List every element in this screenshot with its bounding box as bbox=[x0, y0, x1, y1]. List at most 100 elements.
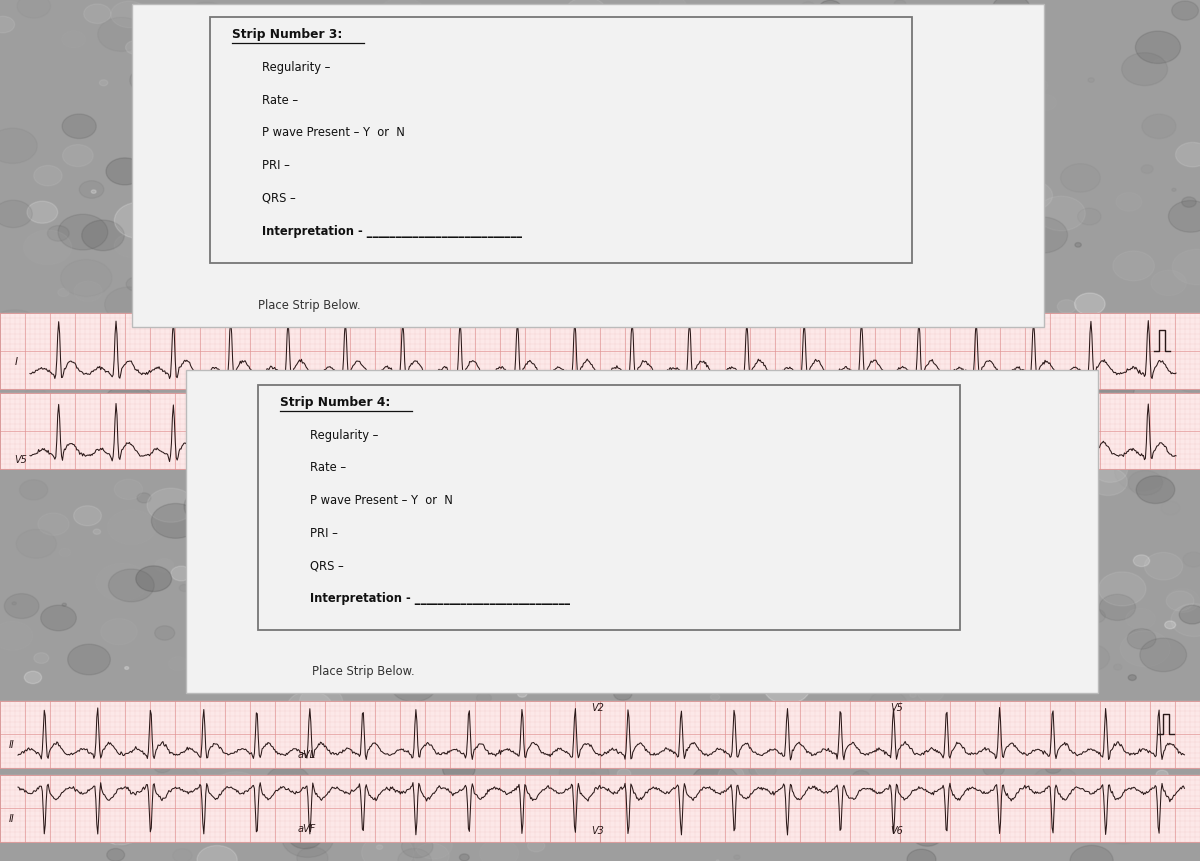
Circle shape bbox=[283, 648, 302, 662]
Circle shape bbox=[296, 847, 328, 861]
Circle shape bbox=[179, 585, 190, 592]
Circle shape bbox=[314, 70, 325, 77]
Circle shape bbox=[170, 567, 192, 581]
Circle shape bbox=[362, 371, 374, 380]
Circle shape bbox=[1019, 363, 1028, 369]
Circle shape bbox=[1112, 251, 1154, 281]
Circle shape bbox=[882, 723, 908, 742]
Circle shape bbox=[721, 43, 763, 72]
Circle shape bbox=[926, 410, 965, 437]
Circle shape bbox=[748, 340, 760, 350]
Circle shape bbox=[400, 522, 448, 556]
Circle shape bbox=[1135, 31, 1181, 64]
Text: V5: V5 bbox=[14, 455, 28, 465]
Circle shape bbox=[508, 349, 511, 351]
Circle shape bbox=[983, 761, 1004, 777]
Circle shape bbox=[23, 230, 72, 264]
Circle shape bbox=[667, 39, 713, 71]
Circle shape bbox=[1032, 623, 1048, 634]
Circle shape bbox=[786, 299, 827, 327]
Circle shape bbox=[175, 164, 211, 190]
Circle shape bbox=[959, 253, 1010, 290]
Circle shape bbox=[182, 443, 204, 460]
Circle shape bbox=[154, 760, 170, 772]
Circle shape bbox=[484, 348, 528, 380]
Circle shape bbox=[35, 349, 70, 375]
Circle shape bbox=[194, 608, 205, 616]
Circle shape bbox=[1165, 621, 1176, 629]
Circle shape bbox=[632, 289, 646, 299]
Circle shape bbox=[1127, 335, 1144, 347]
Text: I: I bbox=[14, 357, 17, 367]
Circle shape bbox=[758, 331, 798, 359]
Circle shape bbox=[816, 333, 851, 358]
Circle shape bbox=[356, 719, 404, 753]
Circle shape bbox=[1099, 594, 1135, 621]
Circle shape bbox=[922, 685, 925, 689]
Bar bbox=[186, 370, 1098, 693]
Text: P wave Present – Y  or  N: P wave Present – Y or N bbox=[310, 494, 452, 507]
Circle shape bbox=[930, 405, 956, 423]
Circle shape bbox=[571, 550, 592, 566]
Circle shape bbox=[636, 274, 644, 280]
Circle shape bbox=[125, 666, 128, 669]
Text: QRS –: QRS – bbox=[310, 560, 343, 573]
Circle shape bbox=[204, 366, 227, 382]
Circle shape bbox=[919, 517, 964, 548]
Circle shape bbox=[271, 276, 319, 310]
Text: V3: V3 bbox=[592, 826, 605, 836]
Circle shape bbox=[330, 565, 380, 601]
Circle shape bbox=[936, 45, 961, 63]
Circle shape bbox=[61, 259, 112, 296]
Circle shape bbox=[1160, 133, 1194, 156]
Circle shape bbox=[58, 288, 70, 296]
Circle shape bbox=[499, 91, 547, 127]
Circle shape bbox=[398, 848, 431, 861]
Circle shape bbox=[415, 832, 452, 859]
Circle shape bbox=[34, 165, 62, 186]
Circle shape bbox=[1045, 762, 1061, 773]
Circle shape bbox=[1028, 78, 1048, 93]
Circle shape bbox=[1001, 65, 1032, 87]
Circle shape bbox=[1144, 454, 1160, 467]
Circle shape bbox=[965, 125, 991, 144]
Circle shape bbox=[187, 543, 220, 567]
Circle shape bbox=[640, 407, 683, 438]
Circle shape bbox=[156, 765, 199, 796]
Circle shape bbox=[340, 166, 379, 195]
Circle shape bbox=[444, 273, 452, 279]
Circle shape bbox=[80, 375, 133, 412]
Circle shape bbox=[190, 505, 239, 542]
Circle shape bbox=[628, 288, 635, 294]
Circle shape bbox=[448, 492, 473, 510]
Circle shape bbox=[61, 31, 85, 48]
Circle shape bbox=[625, 802, 655, 824]
Circle shape bbox=[65, 826, 70, 829]
Circle shape bbox=[625, 269, 628, 271]
Circle shape bbox=[748, 101, 754, 104]
Circle shape bbox=[805, 40, 848, 71]
Circle shape bbox=[12, 602, 17, 605]
Circle shape bbox=[17, 530, 56, 558]
Circle shape bbox=[716, 860, 719, 861]
Circle shape bbox=[581, 36, 613, 60]
Circle shape bbox=[234, 505, 274, 533]
Circle shape bbox=[449, 801, 487, 827]
Circle shape bbox=[300, 729, 316, 740]
Circle shape bbox=[953, 82, 965, 90]
Circle shape bbox=[400, 186, 414, 196]
Circle shape bbox=[270, 711, 319, 746]
Circle shape bbox=[5, 697, 11, 702]
Circle shape bbox=[191, 174, 232, 203]
Circle shape bbox=[500, 242, 517, 253]
Circle shape bbox=[1152, 59, 1170, 71]
Circle shape bbox=[886, 315, 926, 344]
Circle shape bbox=[910, 737, 952, 767]
Circle shape bbox=[504, 34, 546, 64]
Circle shape bbox=[107, 848, 125, 861]
Circle shape bbox=[7, 418, 28, 432]
Circle shape bbox=[324, 359, 360, 385]
Circle shape bbox=[803, 153, 844, 182]
Circle shape bbox=[850, 71, 890, 101]
Circle shape bbox=[480, 839, 518, 861]
